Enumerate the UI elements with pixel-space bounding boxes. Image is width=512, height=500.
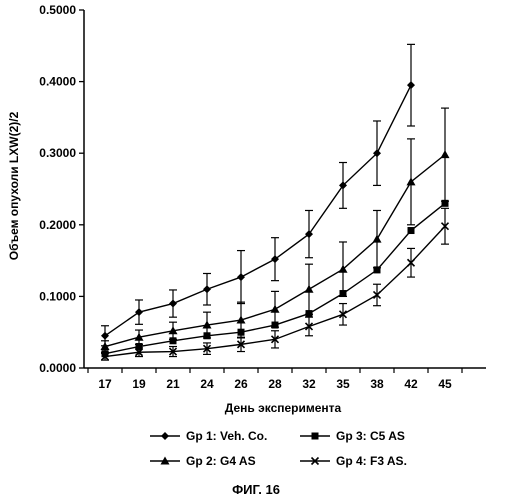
y-axis-title: Объем опухоли LXW(2)/2: [7, 111, 21, 260]
series-line: [105, 85, 411, 336]
x-tick-label: 26: [234, 377, 248, 391]
data-point: [203, 285, 211, 293]
data-point: [442, 200, 449, 207]
data-point: [169, 300, 177, 308]
figure-caption: ФИГ. 16: [232, 482, 280, 497]
y-tick-label: 0.2000: [39, 218, 76, 232]
legend-item-2: Gp 2: G4 AS: [150, 454, 256, 468]
data-point: [408, 227, 415, 234]
x-tick-label: 38: [370, 377, 384, 391]
data-point: [237, 273, 245, 281]
data-point: [407, 81, 415, 89]
data-point: [101, 332, 109, 340]
x-tick-label: 19: [132, 377, 146, 391]
data-point: [204, 332, 211, 339]
x-tick-label: 28: [268, 377, 282, 391]
plot-area: 0.00000.10000.20000.30000.40000.5000 171…: [39, 3, 486, 391]
legend: Gp 1: Veh. Co. Gp 3: C5 AS Gp 2: G4 AS Gp 4…: [150, 429, 407, 468]
x-tick-label: 45: [438, 377, 452, 391]
data-point: [305, 285, 314, 293]
x-tick-label: 42: [404, 377, 418, 391]
y-tick-label: 0.3000: [39, 146, 76, 160]
legend-label: Gp 4: F3 AS.: [336, 454, 407, 468]
legend-marker: [312, 433, 319, 440]
y-tick-label: 0.0000: [39, 361, 76, 375]
data-point: [306, 310, 313, 317]
data-point: [271, 305, 280, 313]
data-point: [374, 266, 381, 273]
y-ticks: 0.0000 0.1000 0.2000 0.3000 0.4000 0.5000: [39, 3, 84, 375]
y-tick-label: 0.4000: [39, 75, 76, 89]
data-point: [373, 235, 382, 243]
x-tick-label: 32: [302, 377, 316, 391]
legend-item-3: Gp 3: C5 AS: [300, 429, 405, 443]
x-tick-label: 24: [200, 377, 214, 391]
x-tick-label: 35: [336, 377, 350, 391]
data-point: [170, 337, 177, 344]
legend-label: Gp 3: C5 AS: [336, 429, 405, 443]
legend-label: Gp 2: G4 AS: [186, 454, 256, 468]
legend-label: Gp 1: Veh. Co.: [186, 429, 267, 443]
data-point: [135, 308, 143, 316]
x-tick-label: 17: [98, 377, 112, 391]
y-tick-label: 0.5000: [39, 3, 76, 17]
series-2: [101, 108, 450, 352]
legend-marker: [161, 432, 169, 440]
x-ticks: 17 19 21 24 26 28 32 35 38 42 45: [88, 368, 462, 391]
data-point: [238, 329, 245, 336]
legend-item-4: Gp 4: F3 AS.: [300, 454, 407, 468]
series-4: [101, 208, 449, 360]
data-point: [441, 150, 450, 158]
y-tick-label: 0.1000: [39, 289, 76, 303]
x-axis-title: День эксперимента: [225, 401, 342, 415]
x-tick-label: 21: [166, 377, 180, 391]
data-point: [340, 290, 347, 297]
series-layer: [101, 44, 450, 360]
data-point: [272, 322, 279, 329]
legend-item-1: Gp 1: Veh. Co.: [150, 429, 267, 443]
